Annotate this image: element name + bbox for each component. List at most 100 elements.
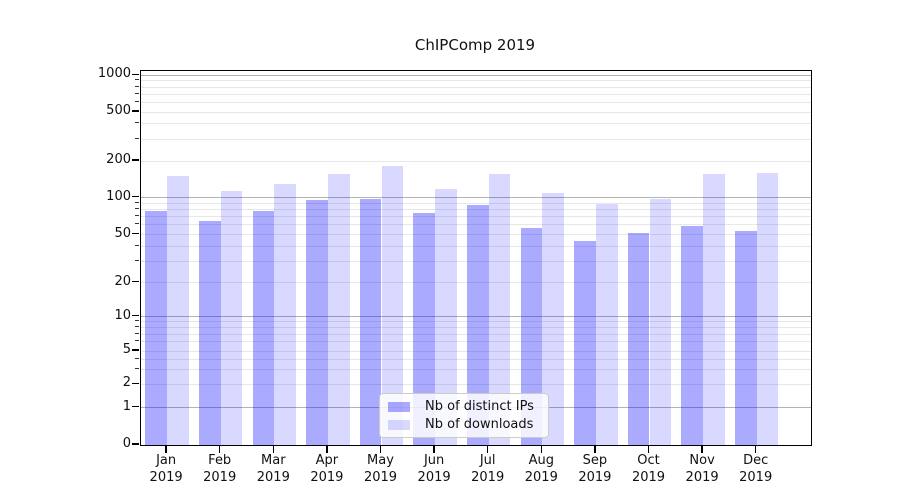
bar-downloads-jul (488, 174, 511, 445)
y-tick-mark (132, 382, 139, 384)
y-minor-tick-mark (135, 201, 139, 203)
y-minor-tick-mark (135, 259, 139, 261)
bar-distinct-ips-nov (681, 225, 704, 445)
y-minor-tick-mark (135, 223, 139, 225)
minor-gridline (141, 123, 811, 125)
y-tick-label: 200 (106, 152, 131, 167)
y-minor-tick-mark (135, 357, 139, 359)
year-label: 2019 (471, 470, 505, 485)
minor-gridline (141, 358, 811, 360)
bar-downloads-sep (595, 203, 618, 445)
month-label: Aug (528, 453, 554, 468)
year-label: 2019 (685, 470, 719, 485)
year-label: 2019 (363, 470, 398, 485)
minor-gridline (141, 327, 811, 329)
bar-distinct-ips-apr (306, 200, 328, 445)
y-tick-mark (132, 73, 139, 75)
month-label: Mar (261, 453, 286, 468)
y-minor-tick-mark (135, 137, 139, 139)
x-tick-label: May 2019 (346, 452, 416, 486)
y-tick-label: 1 (122, 398, 131, 414)
x-tick-label: Oct 2019 (614, 452, 684, 486)
y-tick-label: 2 (122, 375, 131, 391)
year-label: 2019 (256, 470, 290, 485)
y-minor-tick-mark (135, 332, 139, 334)
y-minor-tick-mark (135, 122, 139, 124)
month-label: Jul (479, 453, 496, 468)
x-tick-mark (272, 445, 274, 453)
month-label: May (367, 453, 394, 468)
minor-gridline (141, 111, 811, 113)
minor-gridline (141, 224, 811, 226)
y-tick-label: 20 (114, 273, 131, 289)
x-tick-mark (487, 445, 489, 453)
bar-downloads-aug (542, 192, 564, 445)
year-label: 2019 (578, 470, 612, 485)
year-label: 2019 (739, 470, 773, 485)
year-label: 2019 (417, 470, 451, 485)
plot-area (140, 70, 812, 446)
bar-downloads-apr (327, 173, 350, 445)
month-label: Feb (208, 453, 232, 468)
legend-label-downloads: Nb of downloads (425, 417, 534, 432)
month-label: Oct (637, 453, 660, 468)
minor-gridline (141, 245, 811, 247)
bar-downloads-mar (274, 183, 296, 445)
bar-downloads-jun (435, 189, 457, 445)
minor-gridline (141, 282, 811, 284)
y-tick-mark (132, 110, 139, 112)
x-tick-mark (701, 445, 703, 453)
x-tick-mark (594, 445, 596, 453)
minor-gridline (141, 350, 811, 352)
y-tick-mark (132, 159, 139, 161)
minor-gridline (141, 333, 811, 335)
minor-gridline (141, 321, 811, 323)
legend: Nb of distinct IPs Nb of downloads (379, 393, 549, 438)
bar-distinct-ips-jan (145, 210, 168, 445)
legend-swatch-distinct-ips (388, 401, 410, 412)
y-tick-mark (132, 281, 139, 283)
y-minor-tick-mark (135, 85, 139, 87)
month-label: Jan (156, 453, 177, 468)
minor-gridline (141, 216, 811, 218)
minor-gridline (141, 383, 811, 385)
year-label: 2019 (631, 470, 666, 485)
y-tick-label: 100 (106, 188, 131, 204)
bar-distinct-ips-may (359, 198, 382, 445)
bar-distinct-ips-jun (413, 212, 436, 445)
y-minor-tick-mark (135, 340, 139, 342)
x-tick-label: Mar 2019 (238, 452, 308, 486)
y-tick-label: 50 (114, 225, 131, 241)
y-minor-tick-mark (135, 100, 139, 102)
minor-gridline (141, 341, 811, 343)
bar-downloads-nov (703, 174, 725, 445)
x-tick-mark (540, 445, 542, 453)
minor-gridline (141, 93, 811, 95)
major-gridline (141, 74, 811, 76)
year-label: 2019 (310, 470, 344, 485)
year-label: 2019 (524, 470, 558, 485)
x-tick-mark (219, 445, 221, 453)
y-minor-tick-mark (135, 326, 139, 328)
y-tick-mark (132, 196, 139, 198)
x-tick-mark (165, 445, 167, 453)
minor-gridline (141, 260, 811, 262)
x-tick-label: Feb 2019 (185, 452, 255, 486)
y-tick-mark (132, 349, 139, 351)
x-tick-label: Sep 2019 (560, 452, 630, 486)
legend-item-downloads: Nb of downloads (380, 417, 548, 432)
minor-gridline (141, 202, 811, 204)
month-label: Jun (423, 453, 445, 468)
month-label: Nov (689, 453, 715, 468)
y-tick-label: 1000 (97, 66, 131, 82)
bar-distinct-ips-jul (467, 205, 489, 445)
y-minor-tick-mark (135, 320, 139, 322)
minor-gridline (141, 369, 811, 371)
month-label: Dec (743, 453, 769, 468)
minor-gridline (141, 138, 811, 140)
minor-gridline (141, 101, 811, 103)
bar-downloads-dec (756, 173, 779, 445)
y-minor-tick-mark (135, 208, 139, 210)
minor-gridline (141, 234, 811, 235)
x-tick-label: Jul 2019 (453, 452, 523, 486)
